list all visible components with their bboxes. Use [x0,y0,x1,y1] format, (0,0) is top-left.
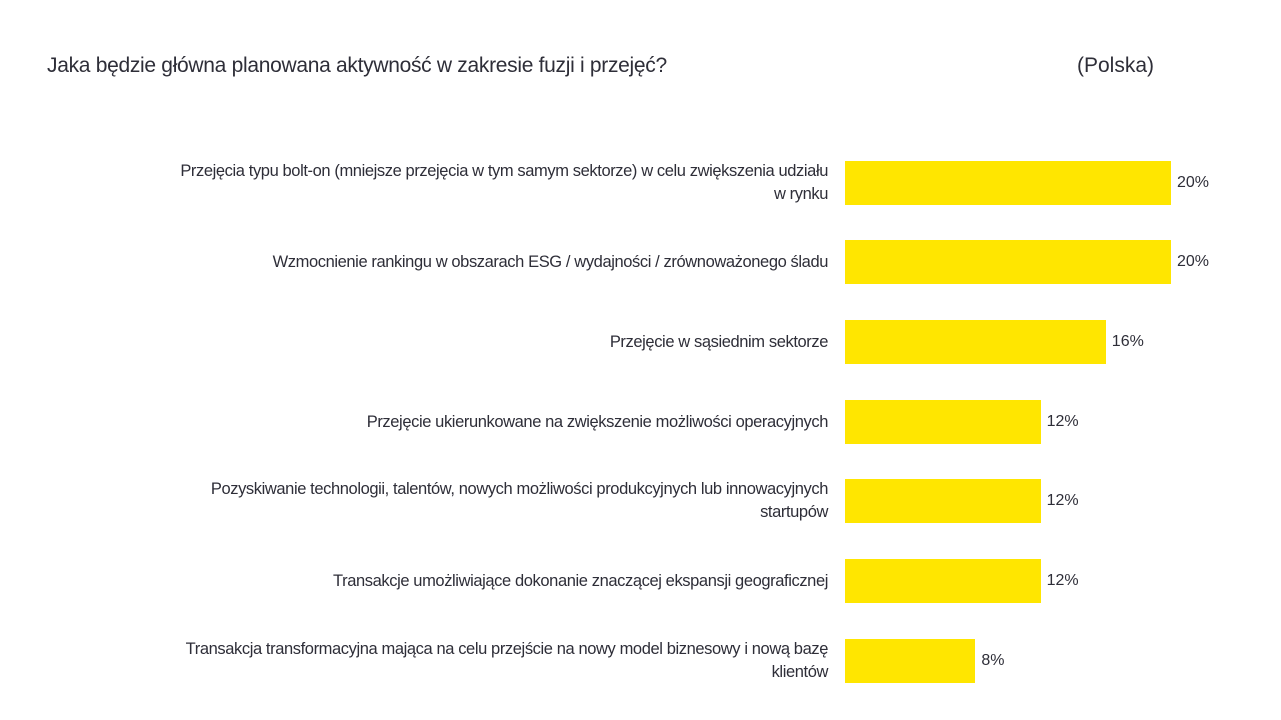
data-label: 20% [1177,174,1210,191]
bar-row: Przejęcia typu bolt-on (mniejsze przejęc… [0,161,1281,205]
data-label: 12% [1046,572,1079,589]
bar-row: Pozyskiwanie technologii, talentów, nowy… [0,479,1281,523]
bar [845,639,976,683]
data-label: 16% [1111,333,1144,350]
category-label: Wzmocnienie rankingu w obszarach ESG / w… [272,252,829,271]
bar-row: Przejęcie ukierunkowane na zwiększenie m… [0,400,1281,444]
category-label: Przejęcia typu bolt-on (mniejsze przejęc… [180,162,828,203]
category-label: Przejęcie ukierunkowane na zwiększenie m… [366,412,829,431]
data-label: 12% [1046,413,1079,430]
bar [845,161,1171,205]
data-label: 8% [981,652,1005,669]
category-label: Transakcja transformacyjna mająca na cel… [185,640,829,681]
bar [845,559,1041,603]
bar-row: Wzmocnienie rankingu w obszarach ESG / w… [0,240,1281,284]
chart-subtitle: (Polska) [1077,54,1155,77]
bar-row: Przejęcie w sąsiednim sektorze 16% [0,320,1281,364]
bar [845,479,1041,523]
data-label: 20% [1177,253,1210,270]
bar [845,400,1041,444]
chart-title: Jaka będzie główna planowana aktywność w… [47,54,667,77]
category-label: Pozyskiwanie technologii, talentów, nowy… [210,480,829,521]
bar-row: Transakcje umożliwiające dokonanie znacz… [0,559,1281,603]
bar [845,320,1106,364]
bar [845,240,1171,284]
category-label: Przejęcie w sąsiednim sektorze [609,332,829,351]
category-label: Transakcje umożliwiające dokonanie znacz… [333,571,828,590]
data-label: 12% [1046,492,1079,509]
bar-row: Transakcja transformacyjna mająca na cel… [0,639,1281,683]
